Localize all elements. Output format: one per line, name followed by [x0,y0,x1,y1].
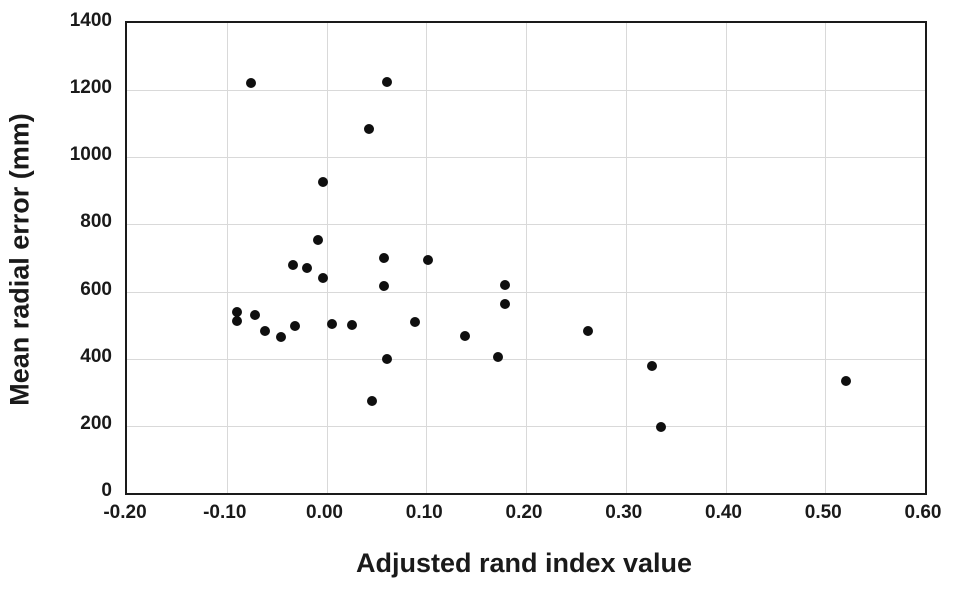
data-point [317,177,328,188]
x-axis-title: Adjusted rand index value [355,548,693,578]
data-point [655,422,666,433]
data-point [259,325,270,336]
y-tick-label: 400 [80,345,112,367]
y-tick-label: 1000 [69,144,112,166]
data-point [500,279,511,290]
data-point [231,315,242,326]
x-tick-label: 0.60 [904,502,942,523]
x-tick-label: -0.20 [103,502,147,523]
data-point [289,321,300,332]
data-point [460,331,471,342]
vertical-gridline [326,23,328,493]
data-point [287,259,298,270]
y-tick-label: 1400 [69,10,112,31]
data-point [382,76,393,87]
vertical-gridline [625,23,627,493]
x-tick-label: 0.50 [804,502,842,523]
data-point [347,320,358,331]
x-tick-label: -0.10 [203,502,247,523]
x-tick-label: 0.40 [705,502,742,523]
y-tick-label: 600 [80,278,112,300]
data-point [312,234,323,245]
x-tick-label: 0.00 [306,502,343,523]
horizontal-gridline [127,224,925,226]
horizontal-gridline [127,425,925,427]
horizontal-gridline [127,358,925,360]
data-point [327,319,338,330]
vertical-gridline [526,23,527,493]
x-tick-label: 0.20 [505,502,543,523]
data-point [317,273,328,284]
data-point [245,78,256,89]
data-point [582,325,593,336]
data-point [364,123,375,134]
data-point [379,253,390,263]
x-tick-label: 0.30 [605,502,643,523]
data-point [367,395,378,406]
data-point [646,361,657,372]
data-point [500,299,511,310]
data-point [841,375,852,386]
data-point [301,263,312,274]
data-point [493,351,504,362]
plot-area [125,21,927,495]
horizontal-gridline [127,291,925,293]
vertical-gridline [725,23,727,493]
vertical-gridline [226,23,228,493]
y-tick-label: 1200 [69,77,112,99]
x-tick-label: 0.10 [405,502,443,523]
data-point [231,306,242,317]
horizontal-gridline [127,90,925,92]
data-point [423,254,434,265]
y-tick-label: 0 [101,480,112,501]
horizontal-gridline [127,157,925,159]
data-point [382,353,393,364]
y-tick-label: 800 [80,211,112,233]
data-point [275,332,286,343]
y-tick-label: 200 [80,412,112,434]
data-point [410,316,421,327]
vertical-gridline [825,23,827,493]
data-point [249,310,260,321]
data-point [379,280,390,291]
